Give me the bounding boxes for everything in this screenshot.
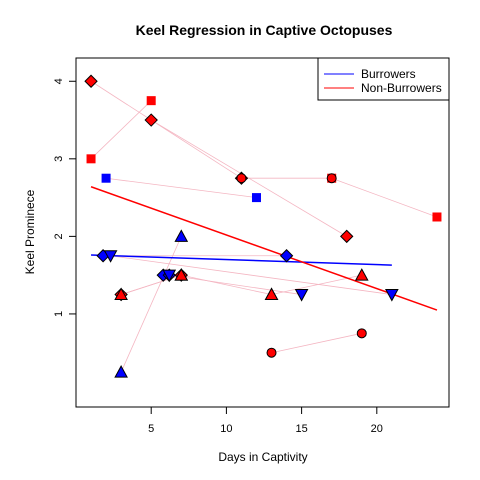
data-point-triangle-down — [162, 269, 177, 283]
regression-line — [90, 186, 438, 311]
y-axis-label: Keel Prominece — [23, 189, 37, 274]
data-point-diamond — [144, 113, 158, 127]
connector-line — [181, 274, 272, 295]
data-point-square — [86, 154, 96, 164]
data-point-triangle-up — [114, 365, 128, 378]
data-point-square — [146, 96, 156, 106]
data-point-diamond — [84, 74, 98, 88]
connector-line — [271, 332, 362, 354]
data-point-triangle-down — [294, 289, 309, 302]
data-point-circle — [236, 173, 247, 184]
x-tick-label: 5 — [148, 423, 154, 435]
data-point-triangle-down — [385, 289, 399, 302]
legend-label-non-burrowers: Non-Burrowers — [361, 81, 442, 95]
plot-frame — [75, 57, 450, 408]
x-tick-label: 15 — [295, 423, 307, 435]
data-point-circle — [356, 328, 367, 339]
x-axis: 5 10 15 20 — [148, 406, 383, 435]
x-tick-label: 10 — [220, 423, 232, 435]
data-point-diamond — [340, 229, 354, 244]
data-point-square — [101, 173, 111, 183]
connector-line — [331, 177, 438, 218]
y-tick-label: 4 — [53, 78, 65, 84]
legend-box — [317, 57, 450, 101]
connector-lines — [90, 80, 438, 373]
regression-line — [91, 254, 392, 266]
legend-label-burrowers: Burrowers — [361, 67, 416, 81]
connector-line — [120, 236, 182, 373]
y-tick-label: 1 — [53, 311, 65, 317]
y-tick-label: 2 — [53, 233, 65, 239]
data-point-triangle-up — [174, 229, 189, 242]
chart-title: Keel Regression in Captive Octopuses — [136, 22, 393, 38]
data-point-square — [251, 193, 261, 203]
x-tick-label: 20 — [371, 423, 383, 435]
data-point-diamond — [279, 249, 294, 263]
data-point-triangle-up — [354, 268, 369, 281]
connector-line — [90, 80, 242, 179]
data-point-triangle-up — [264, 287, 279, 301]
data-point-circle — [266, 347, 277, 358]
x-axis-label: Days in Captivity — [218, 450, 307, 464]
data-points — [84, 74, 442, 378]
y-axis: 1 2 3 4 — [53, 78, 77, 317]
legend: Burrowers Non-Burrowers — [317, 57, 450, 101]
connector-line — [110, 255, 392, 295]
data-point-square — [432, 212, 442, 222]
connector-line — [90, 100, 152, 160]
data-point-triangle-up — [114, 287, 128, 301]
data-point-triangle-up — [174, 268, 189, 281]
connector-line — [106, 177, 257, 198]
data-point-triangle-down — [103, 250, 118, 263]
connector-line — [169, 274, 302, 295]
regression-lines — [90, 186, 438, 311]
y-tick-label: 3 — [53, 156, 65, 162]
data-point-circle — [326, 173, 337, 184]
